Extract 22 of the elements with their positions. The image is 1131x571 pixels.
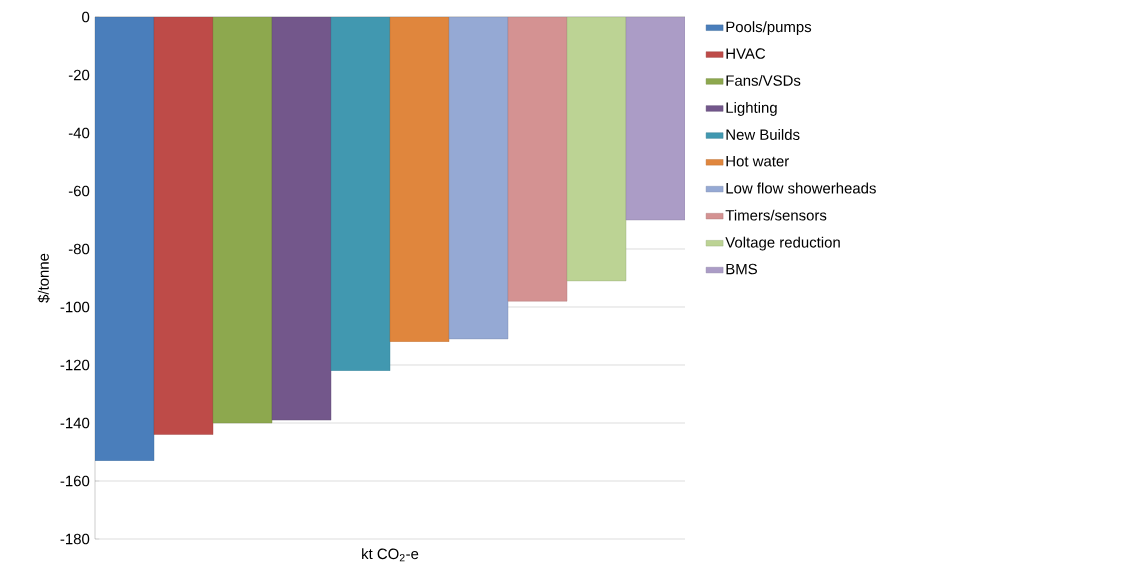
y-tick-label: -180 xyxy=(60,533,90,545)
legend-label: Timers/sensors xyxy=(725,209,827,221)
y-tick-label: -60 xyxy=(68,185,90,197)
legend-label: Hot water xyxy=(726,156,789,167)
legend-label: HVAC xyxy=(726,48,766,59)
y-tick-label: -140 xyxy=(60,417,90,429)
x-axis-title: kt CO$_{2}$-e xyxy=(362,548,419,562)
y-tick-label: -80 xyxy=(68,243,90,255)
y-tick-label: -120 xyxy=(60,359,90,371)
legend-label: Voltage reduction xyxy=(725,236,840,251)
legend-label: Lighting xyxy=(726,101,777,116)
legend-label: Fans/VSDs xyxy=(726,74,801,86)
y-tick-label: -160 xyxy=(60,475,90,487)
legend-label: New Builds xyxy=(726,129,800,140)
y-axis-title: $/tonne xyxy=(37,253,50,303)
y-tick-label: -100 xyxy=(60,301,90,313)
y-tick-label: 0 xyxy=(82,11,90,23)
legend-label: Low flow showerheads xyxy=(726,182,876,194)
y-tick-label: -40 xyxy=(68,127,90,139)
legend-label: BMS xyxy=(726,263,757,275)
y-tick-label: -20 xyxy=(68,69,90,81)
legend-label: Pools/pumps xyxy=(726,21,812,36)
